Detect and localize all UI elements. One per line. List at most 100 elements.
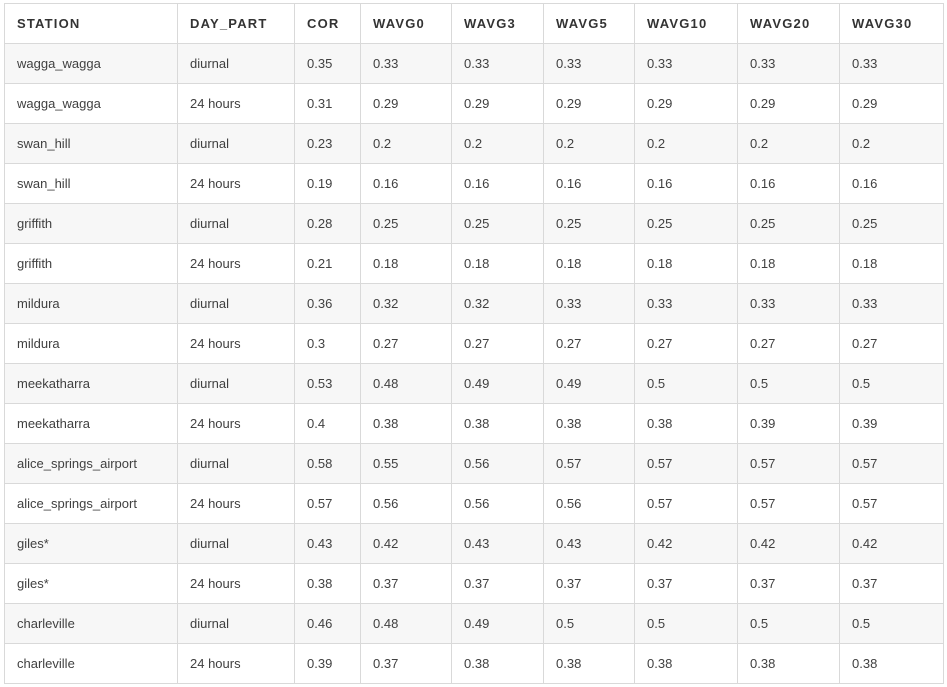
- cell-day-part: diurnal: [177, 203, 295, 244]
- column-header-wavg30[interactable]: WAVG30: [839, 3, 944, 44]
- column-header-wavg20[interactable]: WAVG20: [737, 3, 840, 44]
- cell-wavg0: 0.37: [360, 643, 452, 684]
- cell-wavg30: 0.5: [839, 603, 944, 644]
- cell-day-part: 24 hours: [177, 483, 295, 524]
- cell-day-part: diurnal: [177, 443, 295, 484]
- column-header-wavg5[interactable]: WAVG5: [543, 3, 635, 44]
- cell-wavg20: 0.25: [737, 203, 840, 244]
- cell-cor: 0.35: [294, 43, 361, 84]
- cell-cor: 0.53: [294, 363, 361, 404]
- cell-wavg20: 0.39: [737, 403, 840, 444]
- cell-wavg0: 0.48: [360, 603, 452, 644]
- table-row: wagga_wagga 24 hours 0.31 0.29 0.29 0.29 0.29 0…: [4, 83, 944, 124]
- cell-day-part: 24 hours: [177, 323, 295, 364]
- cell-wavg3: 0.38: [451, 403, 544, 444]
- cell-wavg0: 0.56: [360, 483, 452, 524]
- cell-wavg3: 0.43: [451, 523, 544, 564]
- cell-cor: 0.57: [294, 483, 361, 524]
- column-header-day-part[interactable]: DAY_PART: [177, 3, 295, 44]
- cell-wavg30: 0.2: [839, 123, 944, 164]
- cell-wavg5: 0.38: [543, 403, 635, 444]
- table-row: meekatharra 24 hours 0.4 0.38 0.38 0.38 0.38 0.…: [4, 403, 944, 444]
- cell-wavg20: 0.2: [737, 123, 840, 164]
- cell-wavg10: 0.42: [634, 523, 738, 564]
- cell-wavg10: 0.29: [634, 83, 738, 124]
- cell-wavg0: 0.38: [360, 403, 452, 444]
- cell-station: wagga_wagga: [4, 83, 178, 124]
- cell-wavg20: 0.37: [737, 563, 840, 604]
- cell-station: alice_springs_airport: [4, 443, 178, 484]
- cell-station: alice_springs_airport: [4, 483, 178, 524]
- cell-day-part: 24 hours: [177, 83, 295, 124]
- cell-wavg10: 0.33: [634, 283, 738, 324]
- cell-wavg20: 0.5: [737, 603, 840, 644]
- cell-cor: 0.19: [294, 163, 361, 204]
- cell-station: meekatharra: [4, 403, 178, 444]
- cell-wavg0: 0.25: [360, 203, 452, 244]
- cell-wavg5: 0.29: [543, 83, 635, 124]
- data-table-container: STATION DAY_PART COR WAVG0 WAVG3 WAVG5 W…: [4, 3, 944, 684]
- cell-wavg0: 0.16: [360, 163, 452, 204]
- cell-cor: 0.3: [294, 323, 361, 364]
- cell-day-part: diurnal: [177, 523, 295, 564]
- cell-cor: 0.38: [294, 563, 361, 604]
- cell-wavg3: 0.33: [451, 43, 544, 84]
- table-row: swan_hill diurnal 0.23 0.2 0.2 0.2 0.2 0.2 0.2: [4, 123, 944, 164]
- cell-wavg10: 0.18: [634, 243, 738, 284]
- cell-day-part: 24 hours: [177, 243, 295, 284]
- cell-day-part: diurnal: [177, 363, 295, 404]
- table-row: meekatharra diurnal 0.53 0.48 0.49 0.49 0.5 0.5…: [4, 363, 944, 404]
- cell-wavg3: 0.49: [451, 603, 544, 644]
- column-header-cor[interactable]: COR: [294, 3, 361, 44]
- column-header-wavg3[interactable]: WAVG3: [451, 3, 544, 44]
- cell-wavg30: 0.25: [839, 203, 944, 244]
- cell-day-part: diurnal: [177, 603, 295, 644]
- cell-wavg3: 0.56: [451, 483, 544, 524]
- cell-wavg30: 0.29: [839, 83, 944, 124]
- cell-wavg5: 0.27: [543, 323, 635, 364]
- column-header-wavg10[interactable]: WAVG10: [634, 3, 738, 44]
- cell-wavg20: 0.27: [737, 323, 840, 364]
- cell-station: meekatharra: [4, 363, 178, 404]
- cell-cor: 0.21: [294, 243, 361, 284]
- cell-wavg20: 0.57: [737, 483, 840, 524]
- cell-day-part: 24 hours: [177, 403, 295, 444]
- cell-cor: 0.23: [294, 123, 361, 164]
- cell-wavg3: 0.38: [451, 643, 544, 684]
- cell-wavg10: 0.16: [634, 163, 738, 204]
- cell-day-part: 24 hours: [177, 643, 295, 684]
- table-row: griffith 24 hours 0.21 0.18 0.18 0.18 0.18 0.18…: [4, 243, 944, 284]
- cell-wavg30: 0.57: [839, 443, 944, 484]
- cell-day-part: diurnal: [177, 123, 295, 164]
- cell-wavg10: 0.38: [634, 643, 738, 684]
- column-header-wavg0[interactable]: WAVG0: [360, 3, 452, 44]
- cell-wavg3: 0.18: [451, 243, 544, 284]
- cell-station: swan_hill: [4, 123, 178, 164]
- table-row: swan_hill 24 hours 0.19 0.16 0.16 0.16 0.16 0.1…: [4, 163, 944, 204]
- cell-wavg10: 0.57: [634, 443, 738, 484]
- cell-wavg0: 0.2: [360, 123, 452, 164]
- table-row: mildura diurnal 0.36 0.32 0.32 0.33 0.33 0.33 0.…: [4, 283, 944, 324]
- table-row: alice_springs_airport 24 hours 0.57 0.56 0.5…: [4, 483, 944, 524]
- cell-station: wagga_wagga: [4, 43, 178, 84]
- cell-cor: 0.58: [294, 443, 361, 484]
- cell-wavg20: 0.33: [737, 283, 840, 324]
- cell-wavg10: 0.2: [634, 123, 738, 164]
- cell-day-part: diurnal: [177, 283, 295, 324]
- cell-wavg20: 0.42: [737, 523, 840, 564]
- cell-wavg10: 0.5: [634, 603, 738, 644]
- cell-wavg0: 0.32: [360, 283, 452, 324]
- cell-wavg5: 0.43: [543, 523, 635, 564]
- cell-day-part: 24 hours: [177, 563, 295, 604]
- cell-wavg10: 0.5: [634, 363, 738, 404]
- cell-station: giles*: [4, 523, 178, 564]
- cell-wavg3: 0.16: [451, 163, 544, 204]
- cell-wavg5: 0.56: [543, 483, 635, 524]
- cell-wavg30: 0.42: [839, 523, 944, 564]
- cell-cor: 0.31: [294, 83, 361, 124]
- column-header-station[interactable]: STATION: [4, 3, 178, 44]
- table-row: giles* 24 hours 0.38 0.37 0.37 0.37 0.37 0.37 0.…: [4, 563, 944, 604]
- cell-wavg20: 0.33: [737, 43, 840, 84]
- cell-wavg5: 0.49: [543, 363, 635, 404]
- cell-wavg20: 0.57: [737, 443, 840, 484]
